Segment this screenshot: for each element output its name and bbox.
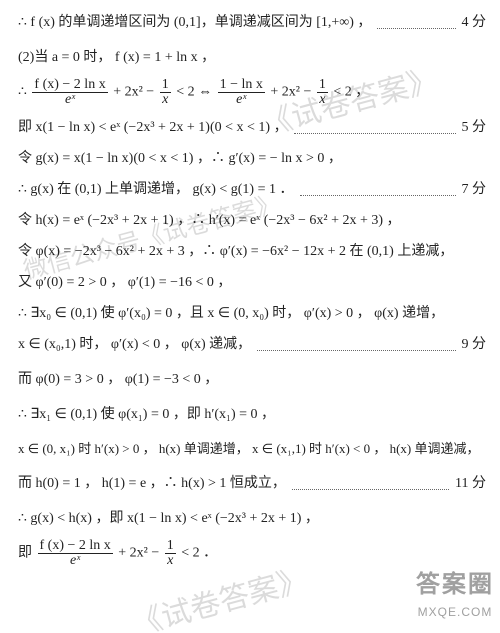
fraction: f (x) − 2 ln x eˣ: [38, 539, 113, 568]
fraction: 1 x: [317, 78, 328, 107]
math-text: x ∈ (x₀,1) 时， φ′(x) < 0 ， φ(x) 递减，: [18, 334, 251, 355]
leader-dots: [377, 27, 455, 29]
math-text: 而 h(0) = 1 ， h(1) = e ，∴ h(x) > 1 恒成立，: [18, 473, 286, 494]
fraction: 1 x: [165, 539, 176, 568]
solution-line: ∴ f (x) − 2 ln x eˣ + 2x² − 1 x < 2 ⇔ 1 …: [18, 78, 486, 107]
math-text: ∴ f (x) − 2 ln x eˣ + 2x² − 1 x < 2 ⇔ 1 …: [18, 78, 369, 107]
leader-dots: [257, 349, 455, 351]
leader-dots: [294, 132, 456, 134]
math-text: 又 φ′(0) = 2 > 0 ， φ′(1) = −16 < 0 ，: [18, 272, 231, 293]
solution-line: ∴ ∃x₀ ∈ (0,1) 使 φ′(x₀) = 0 ，且 x ∈ (0, x₀…: [18, 303, 486, 324]
points-label: 11 分: [455, 473, 486, 494]
solution-line: 而 h(0) = 1 ， h(1) = e ，∴ h(x) > 1 恒成立， 1…: [18, 473, 486, 494]
solution-page: 微信公众号《试卷答案》 《试卷答案》 《试卷答案》 ∴ f (x) 的单调递增区…: [0, 0, 500, 633]
solution-line: 令 h(x) = eˣ (−2x³ + 2x + 1) ，∴ h′(x) = e…: [18, 210, 486, 231]
points-label: 4 分: [462, 12, 487, 33]
math-text: ∴ g(x) < h(x) ，即 x(1 − ln x) < eˣ (−2x³ …: [18, 508, 319, 529]
fraction: f (x) − 2 ln x eˣ: [32, 78, 107, 107]
fraction: 1 − ln x eˣ: [218, 78, 265, 107]
math-text: 令 h(x) = eˣ (−2x³ + 2x + 1) ，∴ h′(x) = e…: [18, 210, 401, 231]
math-text: (2)当 a = 0 时， f (x) = 1 + ln x ，: [18, 47, 215, 68]
solution-line: 即 f (x) − 2 ln x eˣ + 2x² − 1 x < 2 ．: [18, 539, 486, 568]
brand-bottom: MXQE.COM: [416, 603, 494, 621]
brand-top: 答案圈: [416, 567, 494, 603]
solution-line: 又 φ′(0) = 2 > 0 ， φ′(1) = −16 < 0 ，: [18, 272, 486, 293]
math-text: 令 g(x) = x(1 − ln x)(0 < x < 1) ，∴ g′(x)…: [18, 148, 342, 169]
math-text: ∴ ∃x₀ ∈ (0,1) 使 φ′(x₀) = 0 ，且 x ∈ (0, x₀…: [18, 303, 444, 324]
leader-dots: [292, 488, 449, 490]
math-text: 令 φ(x) = −2x³ − 6x² + 2x + 3 ，∴ φ′(x) = …: [18, 241, 453, 262]
solution-line: x ∈ (0, x₁) 时 h′(x) > 0 ， h(x) 单调递增， x ∈…: [18, 439, 486, 459]
solution-line: 令 g(x) = x(1 − ln x)(0 < x < 1) ，∴ g′(x)…: [18, 148, 486, 169]
solution-line: 令 φ(x) = −2x³ − 6x² + 2x + 3 ，∴ φ′(x) = …: [18, 241, 486, 262]
watermark: 《试卷答案》: [127, 557, 313, 633]
solution-line: ∴ f (x) 的单调递增区间为 (0,1]，单调递减区间为 [1,+∞) ， …: [18, 12, 486, 33]
solution-line: x ∈ (x₀,1) 时， φ′(x) < 0 ， φ(x) 递减， 9 分: [18, 334, 486, 355]
solution-line: (2)当 a = 0 时， f (x) = 1 + ln x ，: [18, 47, 486, 68]
points-label: 9 分: [462, 334, 487, 355]
math-text: ∴ f (x) 的单调递增区间为 (0,1]，单调递减区间为 [1,+∞) ，: [18, 12, 371, 33]
solution-line: ∴ g(x) 在 (0,1) 上单调递增， g(x) < g(1) = 1 ． …: [18, 179, 486, 200]
solution-line: 而 φ(0) = 3 > 0 ， φ(1) = −3 < 0 ，: [18, 369, 486, 390]
fraction: 1 x: [160, 78, 171, 107]
points-label: 7 分: [462, 179, 487, 200]
math-text: ∴ g(x) 在 (0,1) 上单调递增， g(x) < g(1) = 1 ．: [18, 179, 294, 200]
solution-line: ∴ g(x) < h(x) ，即 x(1 − ln x) < eˣ (−2x³ …: [18, 508, 486, 529]
leader-dots: [300, 194, 456, 196]
math-text: 即 f (x) − 2 ln x eˣ + 2x² − 1 x < 2 ．: [18, 539, 217, 568]
math-text: 即 x(1 − ln x) < eˣ (−2x³ + 2x + 1)(0 < x…: [18, 117, 288, 138]
math-text: 而 φ(0) = 3 > 0 ， φ(1) = −3 < 0 ，: [18, 369, 218, 390]
brand-watermark: 答案圈 MXQE.COM: [416, 567, 494, 621]
solution-line: 即 x(1 − ln x) < eˣ (−2x³ + 2x + 1)(0 < x…: [18, 117, 486, 138]
solution-line: ∴ ∃x₁ ∈ (0,1) 使 φ(x₁) = 0 ，即 h′(x₁) = 0 …: [18, 404, 486, 425]
math-text: ∴ ∃x₁ ∈ (0,1) 使 φ(x₁) = 0 ，即 h′(x₁) = 0 …: [18, 404, 275, 425]
points-label: 5 分: [462, 117, 487, 138]
math-text: x ∈ (0, x₁) 时 h′(x) > 0 ， h(x) 单调递增， x ∈…: [18, 439, 480, 459]
